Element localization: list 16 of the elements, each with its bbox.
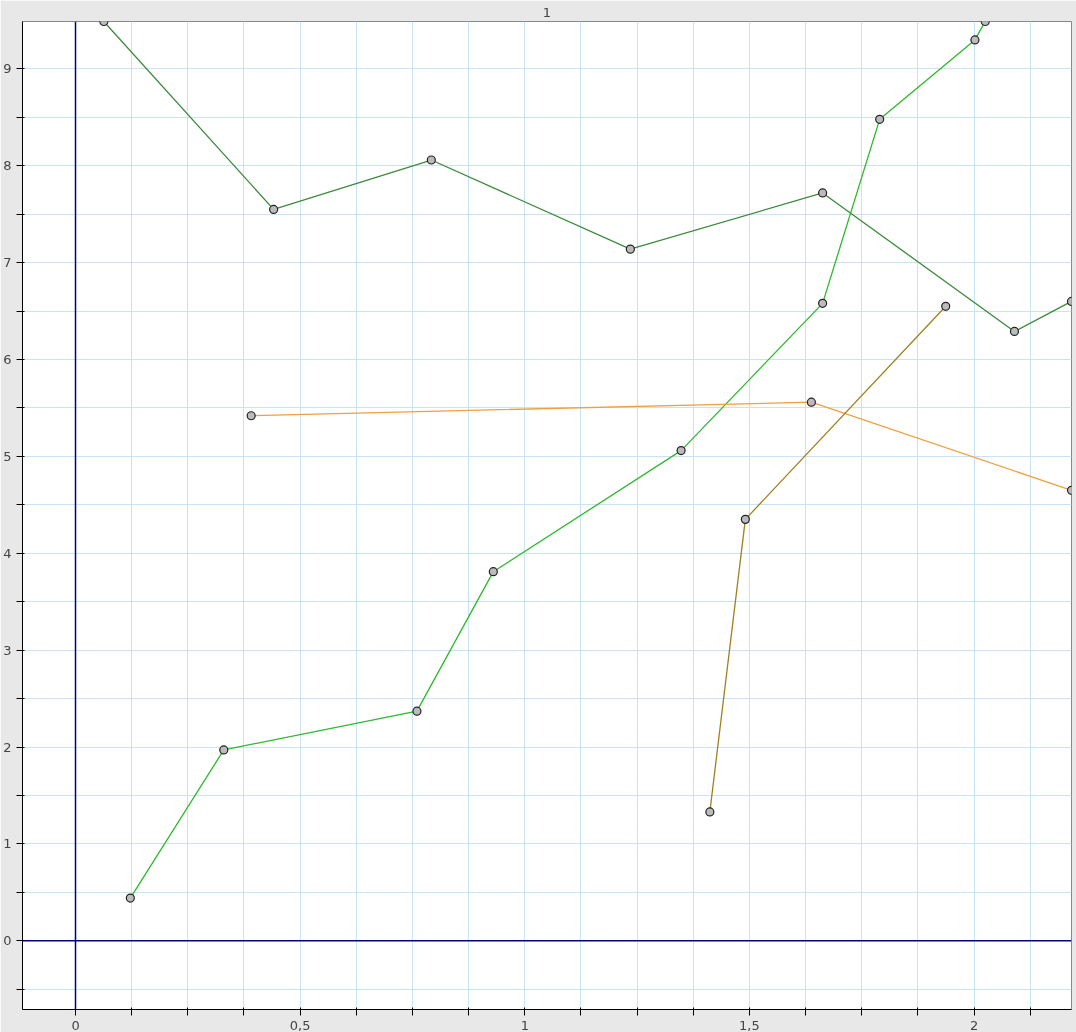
y-tick-label: 4 [3, 545, 12, 561]
x-tick-label: 2 [969, 1017, 979, 1032]
x-tick-label: 0,5 [289, 1017, 311, 1032]
y-tick-label: 3 [3, 642, 12, 658]
y-tick-label: 8 [3, 158, 12, 174]
x-tick-label: 1,5 [739, 1017, 760, 1032]
y-tick-label: 1 [3, 836, 12, 852]
x-tick-label: 1 [520, 1017, 529, 1032]
y-tick-label: 5 [3, 448, 12, 464]
y-tick-label: 6 [3, 352, 12, 368]
x-tick-label: 0 [71, 1017, 80, 1032]
chart-title: 1 [542, 4, 552, 20]
y-tick-label: 0 [3, 933, 12, 949]
y-tick-label: 7 [3, 255, 12, 271]
y-tick-label: 9 [3, 61, 12, 77]
y-tick-label: 2 [3, 739, 12, 755]
